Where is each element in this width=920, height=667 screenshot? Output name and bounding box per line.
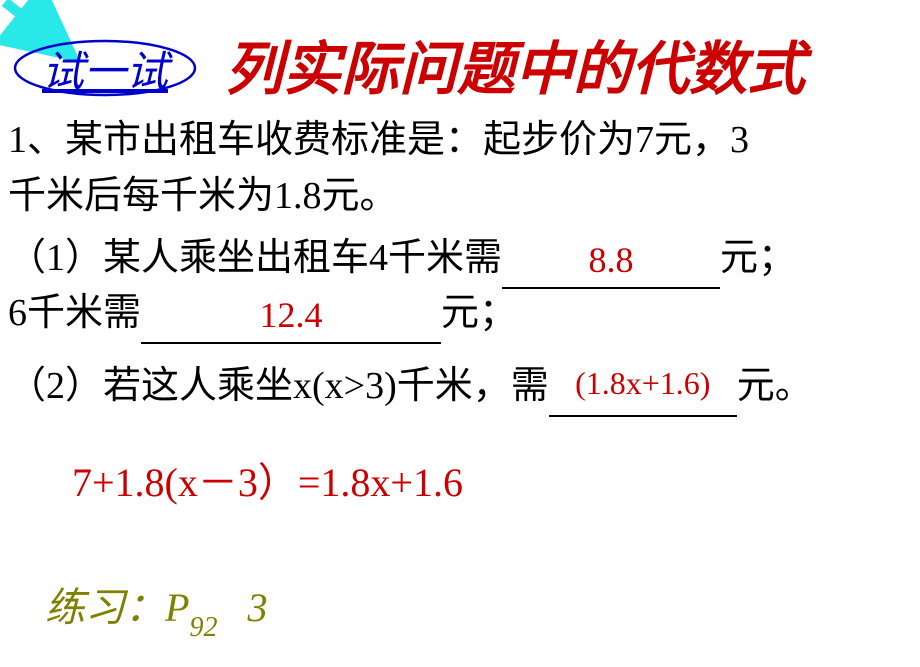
answer-2: 12.4 [260, 295, 323, 335]
practice-label: 练习：P [45, 585, 189, 630]
problem-intro-line2: 千米后每千米为1.8元。 [8, 168, 398, 225]
part1-line2-suffix: 元； [441, 292, 517, 334]
blank-3: (1.8x+1.6) [549, 358, 737, 417]
practice-num: 3 [217, 585, 267, 630]
blank-2: 12.4 [141, 285, 441, 344]
practice-reference: 练习：P92 3 [45, 575, 267, 638]
answer-1: 8.8 [589, 240, 634, 280]
problem-part1-line2: 6千米需 12.4 元； [8, 285, 517, 344]
try-label-text: 试一试 [42, 38, 168, 99]
part1-line2-prefix: 6千米需 [8, 292, 141, 334]
answer-3: (1.8x+1.6) [575, 365, 710, 401]
problem-part1-line1: （1）某人乘坐出租车4千米需 8.8 元； [8, 230, 796, 289]
page-title: 列实际问题中的代数式 [225, 22, 805, 106]
equation-text: 7+1.8(x－3）=1.8x+1.6 [72, 450, 463, 508]
part2-suffix: 元。 [737, 365, 813, 407]
problem-intro-line1: 1、某市出租车收费标准是：起步价为7元，3 [8, 112, 908, 169]
problem-part2: （2）若这人乘坐x(x>3)千米，需 (1.8x+1.6) 元。 [8, 358, 813, 417]
part1-suffix: 元； [720, 237, 796, 279]
part1-prefix: （1）某人乘坐出租车4千米需 [8, 237, 502, 279]
practice-sub: 92 [189, 612, 217, 643]
blank-1: 8.8 [502, 230, 720, 289]
part2-prefix: （2）若这人乘坐x(x>3)千米，需 [8, 365, 549, 407]
try-label-container: 试一试 [10, 38, 200, 98]
